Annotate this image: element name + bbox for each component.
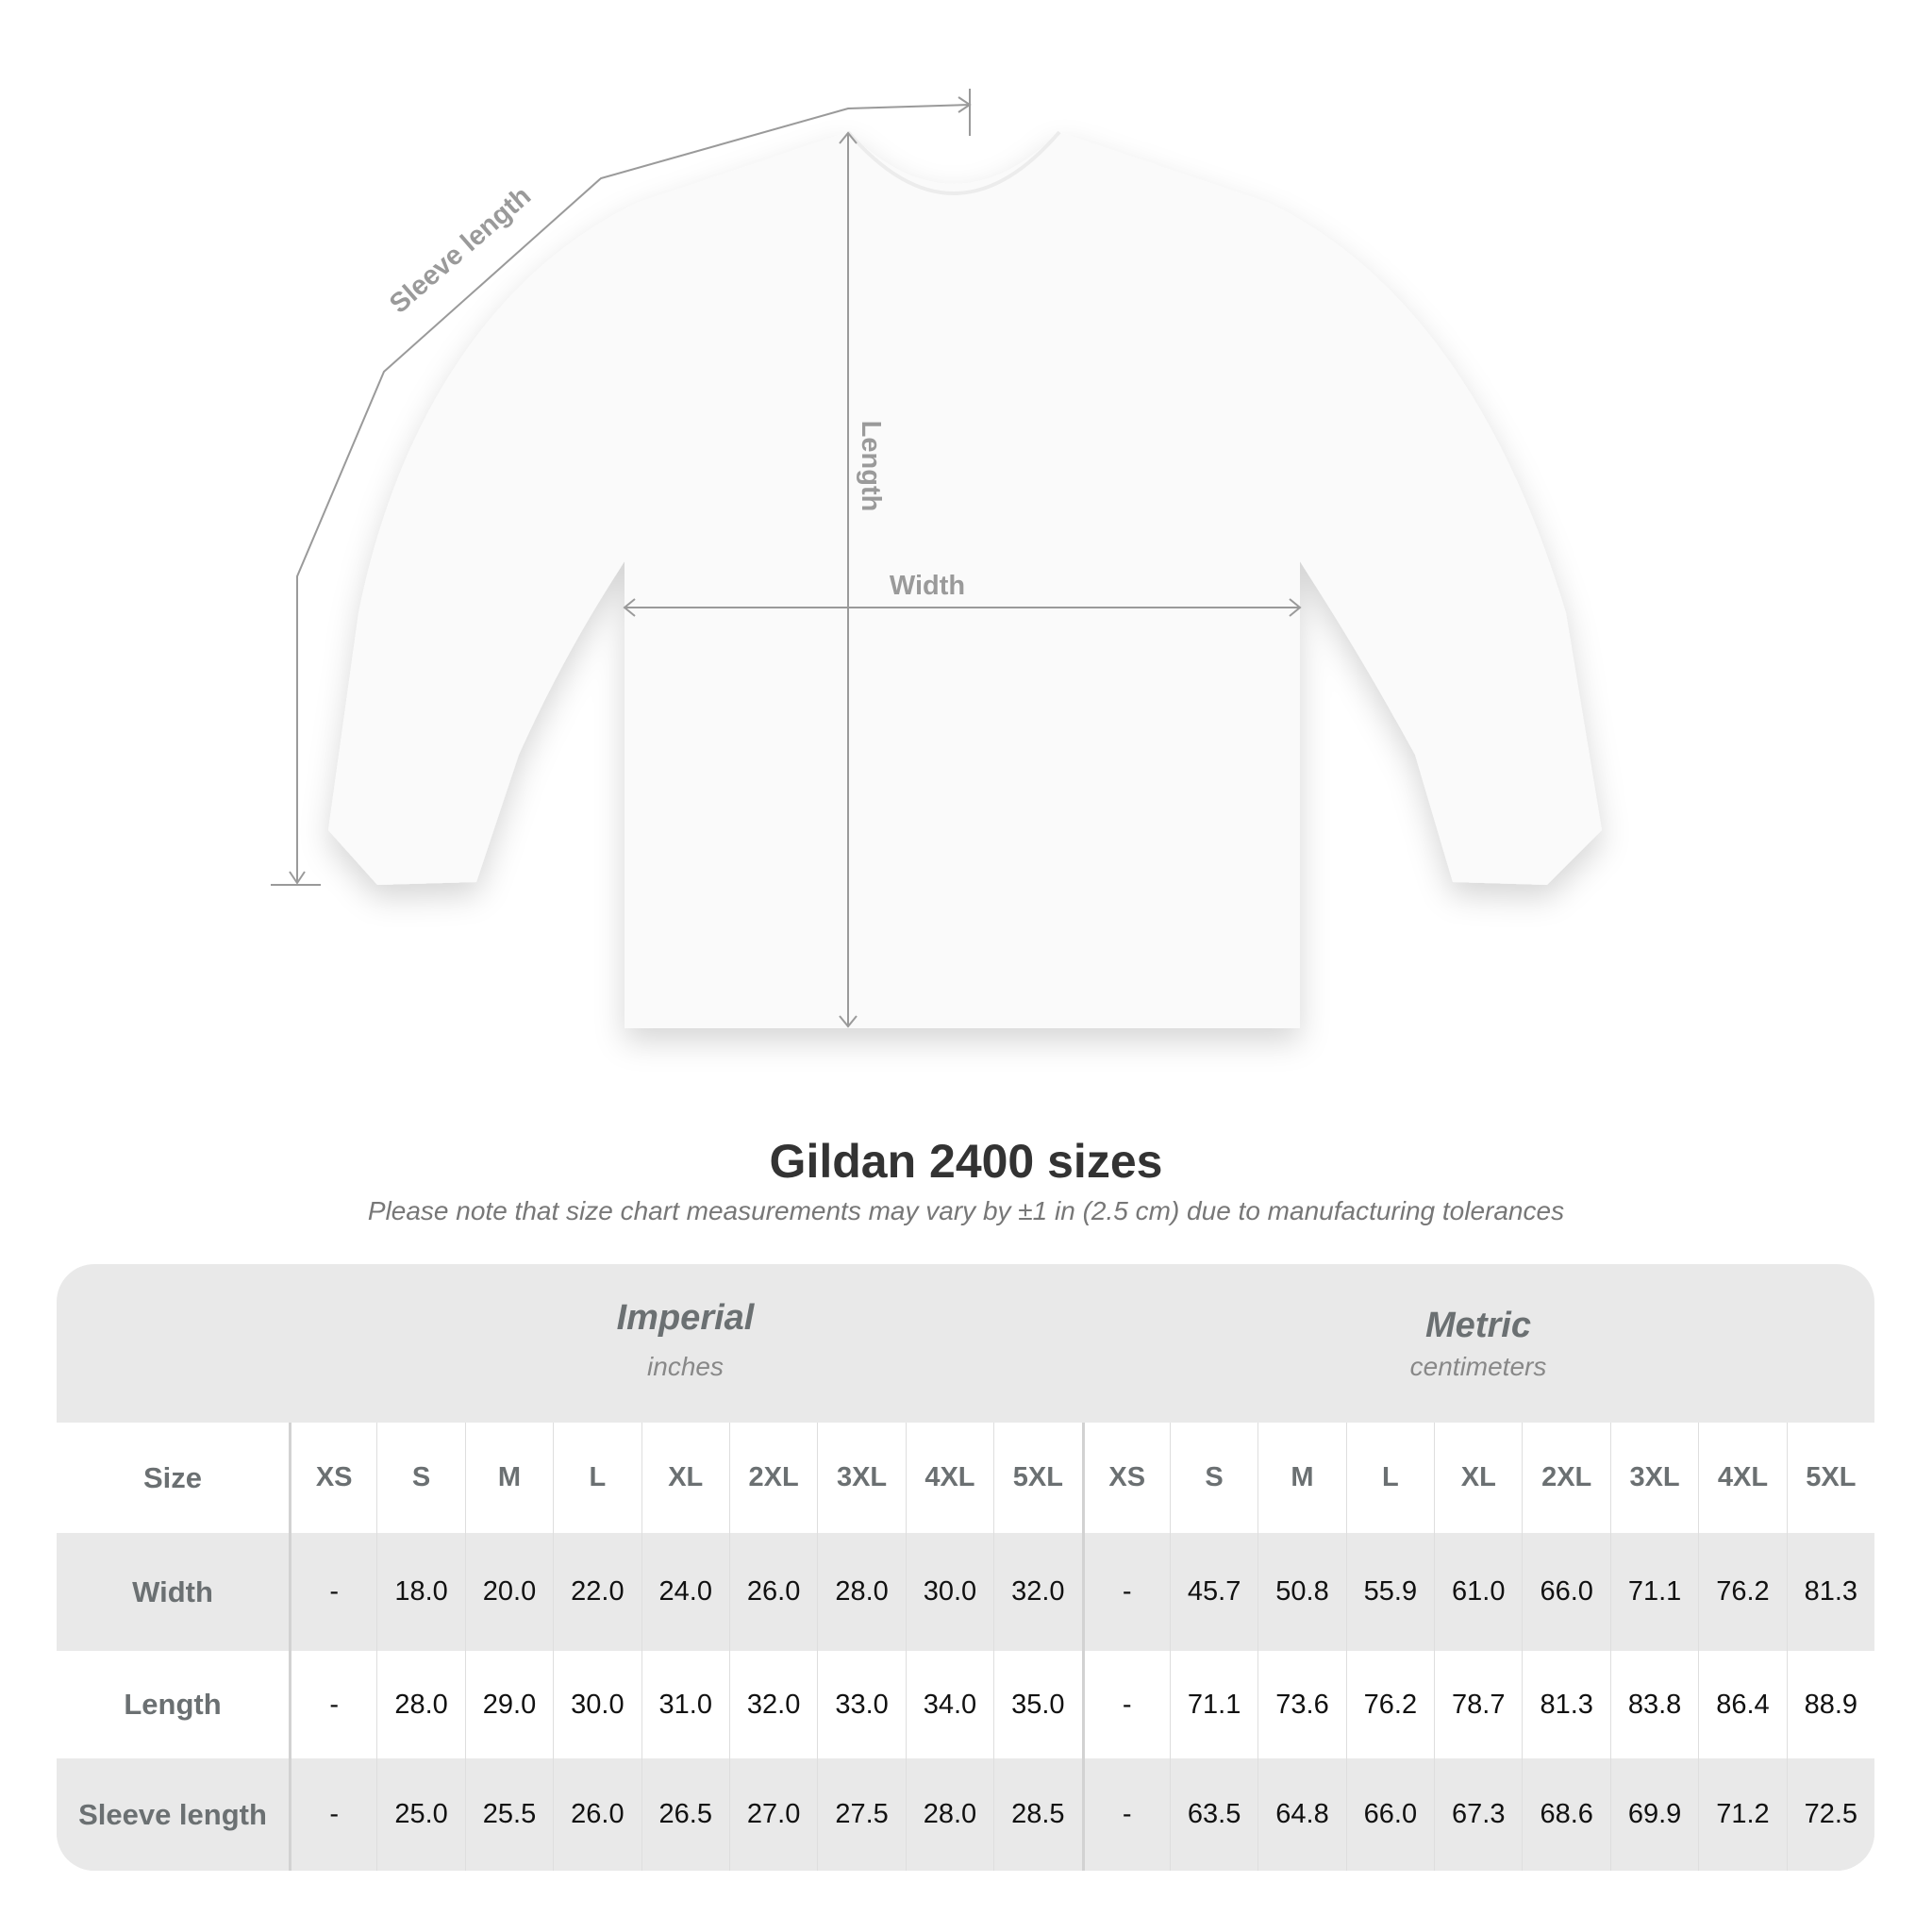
imperial-unit: inches <box>647 1352 724 1381</box>
size-row: Size XS S M L XL 2XL 3XL 4XL 5XL XS S M L XL 2XL 3XL 4XL 5… <box>57 1423 1874 1533</box>
size-header-imperial: 4XL <box>905 1423 993 1533</box>
value-cell-imperial: 31.0 <box>641 1651 729 1758</box>
value-cell-metric: 76.2 <box>1698 1533 1786 1651</box>
size-header-metric: 5XL <box>1786 1423 1874 1533</box>
table-row-length: Length -28.0 29.0 30.0 31.0 32.0 33.0 34.0 35.0-… <box>57 1651 1874 1758</box>
row-label: Width <box>132 1574 213 1608</box>
value-cell-imperial: 28.0 <box>817 1533 905 1651</box>
value-cell-metric: 81.3 <box>1522 1651 1609 1758</box>
value-cell-metric: - <box>1081 1758 1170 1871</box>
row-label: Sleeve length <box>78 1797 267 1831</box>
imperial-header: Imperial inches <box>289 1264 1082 1457</box>
value-cell-imperial: 25.5 <box>464 1758 553 1871</box>
value-cell-imperial: 32.0 <box>728 1651 817 1758</box>
value-cell-metric: 66.0 <box>1522 1533 1609 1651</box>
value-cell-imperial: 34.0 <box>905 1651 993 1758</box>
value-cell-imperial: - <box>289 1758 376 1871</box>
value-cell-imperial: 25.0 <box>376 1758 464 1871</box>
size-header-imperial: 3XL <box>817 1423 905 1533</box>
value-cell-metric: - <box>1081 1651 1170 1758</box>
size-header-imperial: L <box>553 1423 641 1533</box>
value-cell-imperial: 22.0 <box>553 1533 641 1651</box>
value-cell-imperial: 35.0 <box>993 1651 1081 1758</box>
value-cell-imperial: 33.0 <box>817 1651 905 1758</box>
size-header-imperial: XL <box>641 1423 729 1533</box>
value-cell-metric: 72.5 <box>1786 1758 1874 1871</box>
size-header-metric: 4XL <box>1698 1423 1786 1533</box>
value-cell-metric: 71.1 <box>1169 1651 1257 1758</box>
value-cell-metric: 64.8 <box>1257 1758 1345 1871</box>
value-cell-imperial: 26.0 <box>553 1758 641 1871</box>
long-sleeve-shirt-image <box>328 132 1602 1028</box>
size-header-metric: 2XL <box>1522 1423 1609 1533</box>
size-table: Imperial inches Metric centimeters Size X… <box>57 1264 1874 1871</box>
size-header-imperial: 2XL <box>728 1423 817 1533</box>
value-cell-imperial: 18.0 <box>376 1533 464 1651</box>
value-cell-metric: 86.4 <box>1698 1651 1786 1758</box>
chart-title: Gildan 2400 sizes <box>769 1135 1163 1188</box>
size-header-imperial: 5XL <box>993 1423 1081 1533</box>
size-header-metric: L <box>1345 1423 1434 1533</box>
value-cell-metric: 45.7 <box>1169 1533 1257 1651</box>
tolerance-note: Please note that size chart measurements… <box>367 1196 1565 1225</box>
value-cell-imperial: - <box>289 1651 376 1758</box>
value-cell-metric: 69.9 <box>1609 1758 1698 1871</box>
value-cell-metric: - <box>1081 1533 1170 1651</box>
value-cell-imperial: 24.0 <box>641 1533 729 1651</box>
shirt-diagram: Sleeve length Length Width <box>271 89 1602 1028</box>
value-cell-imperial: 20.0 <box>464 1533 553 1651</box>
metric-title: Metric <box>1425 1306 1531 1345</box>
value-cell-metric: 78.7 <box>1434 1651 1522 1758</box>
length-label: Length <box>856 421 886 512</box>
value-cell-imperial: 30.0 <box>905 1533 993 1651</box>
row-label: Length <box>124 1688 222 1721</box>
size-header-metric: S <box>1169 1423 1257 1533</box>
value-cell-imperial: 32.0 <box>993 1533 1081 1651</box>
value-cell-metric: 88.9 <box>1786 1651 1874 1758</box>
metric-unit: centimeters <box>1409 1352 1547 1381</box>
value-cell-metric: 66.0 <box>1345 1758 1434 1871</box>
value-cell-metric: 83.8 <box>1609 1651 1698 1758</box>
value-cell-metric: 71.1 <box>1609 1533 1698 1651</box>
value-cell-imperial: 26.0 <box>728 1533 817 1651</box>
size-header-metric: XS <box>1081 1423 1170 1533</box>
value-cell-imperial: 29.0 <box>464 1651 553 1758</box>
value-cell-metric: 68.6 <box>1522 1758 1609 1871</box>
size-header-imperial: XS <box>289 1423 376 1533</box>
value-cell-imperial: 28.0 <box>905 1758 993 1871</box>
value-cell-imperial: 28.0 <box>376 1651 464 1758</box>
value-cell-imperial: 27.0 <box>728 1758 817 1871</box>
value-cell-imperial: 26.5 <box>641 1758 729 1871</box>
value-cell-metric: 50.8 <box>1257 1533 1345 1651</box>
size-header-imperial: S <box>376 1423 464 1533</box>
table-row-width: Width -18.0 20.0 22.0 24.0 26.0 28.0 30.0 32.0-4… <box>57 1533 1874 1651</box>
value-cell-imperial: 30.0 <box>553 1651 641 1758</box>
width-label: Width <box>890 571 965 601</box>
size-header-metric: XL <box>1434 1423 1522 1533</box>
value-cell-metric: 67.3 <box>1434 1758 1522 1871</box>
value-cell-metric: 73.6 <box>1257 1651 1345 1758</box>
value-cell-imperial: 28.5 <box>993 1758 1081 1871</box>
row-label: Size <box>142 1460 203 1494</box>
size-header-metric: M <box>1257 1423 1345 1533</box>
table-row-sleeve-length: Sleeve length -25.0 25.5 26.0 26.5 27.0 27.5 28… <box>57 1758 1874 1871</box>
sleeve-length-line <box>296 104 971 883</box>
value-cell-metric: 71.2 <box>1698 1758 1786 1871</box>
value-cell-metric: 55.9 <box>1345 1533 1434 1651</box>
imperial-title: Imperial <box>616 1298 755 1338</box>
size-header-metric: 3XL <box>1609 1423 1698 1533</box>
value-cell-imperial: 27.5 <box>817 1758 905 1871</box>
value-cell-metric: 63.5 <box>1169 1758 1257 1871</box>
value-cell-metric: 76.2 <box>1345 1651 1434 1758</box>
metric-header: Metric centimeters <box>1082 1264 1874 1464</box>
collar <box>846 130 1061 195</box>
size-header-imperial: M <box>464 1423 553 1533</box>
value-cell-metric: 81.3 <box>1786 1533 1874 1651</box>
value-cell-imperial: - <box>289 1533 376 1651</box>
value-cell-metric: 61.0 <box>1434 1533 1522 1651</box>
